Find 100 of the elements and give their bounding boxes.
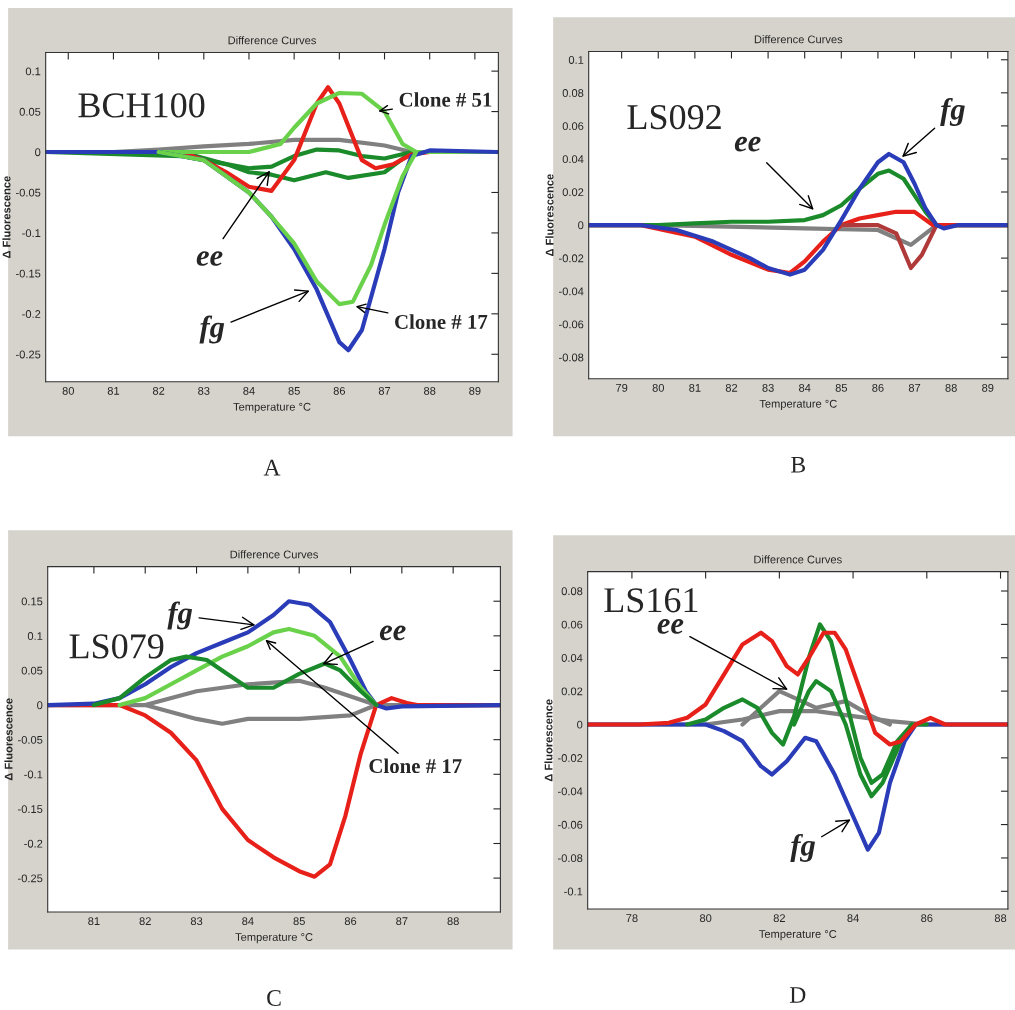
x-axis-title: Temperature °C xyxy=(759,930,837,941)
annotation: LS161 xyxy=(604,588,698,613)
y-tick-label: 0.1 xyxy=(25,67,41,76)
y-tick-label: 0 xyxy=(577,720,583,729)
chart-title: Difference Curves xyxy=(754,35,843,44)
y-tick-label: -0.06 xyxy=(559,320,584,329)
x-tick-label: 80 xyxy=(699,914,712,923)
x-tick-label: 82 xyxy=(773,914,785,923)
annotation: fg xyxy=(167,601,193,630)
x-tick-label: 81 xyxy=(689,383,701,392)
text: B xyxy=(791,456,806,473)
x-tick-label: 88 xyxy=(447,917,459,926)
y-tick-label: -0.02 xyxy=(559,254,584,263)
y-tick-label: 0.02 xyxy=(561,687,583,696)
y-tick-label: -0.02 xyxy=(557,754,583,762)
x-tick-label: 81 xyxy=(88,917,100,926)
y-tick-label: -0.05 xyxy=(15,188,41,197)
y-tick-label: -0.04 xyxy=(559,287,584,296)
x-tick-label: 86 xyxy=(333,386,346,395)
x-tick-label: 87 xyxy=(396,917,408,926)
y-tick-label: 0.06 xyxy=(562,122,584,131)
y-tick-label: -0.05 xyxy=(18,735,43,744)
y-tick-label: 0.02 xyxy=(562,188,584,197)
y-tick-label: 0.05 xyxy=(21,666,43,675)
y-tick-label: -0.1 xyxy=(24,770,43,779)
text: A xyxy=(263,459,281,476)
y-tick-label: -0.25 xyxy=(15,350,41,359)
x-tick-label: 87 xyxy=(378,386,391,395)
annotation: BCH100 xyxy=(78,93,205,118)
y-tick-label: -0.2 xyxy=(22,310,41,318)
annotation: Clone # 17 xyxy=(369,758,462,774)
y-axis-title: Δ Fluorescence xyxy=(544,699,553,782)
x-tick-label: 86 xyxy=(921,914,933,923)
chart-title: Difference Curves xyxy=(754,555,842,564)
chart-title: Difference Curves xyxy=(228,36,316,45)
annotation: fg xyxy=(940,97,965,126)
y-tick-label: -0.1 xyxy=(22,229,41,238)
y-tick-label: -0.1 xyxy=(564,887,583,896)
y-tick-label: -0.25 xyxy=(18,874,43,883)
x-tick-label: 88 xyxy=(945,383,957,392)
y-tick-label: 0 xyxy=(35,148,41,157)
annotation: fg xyxy=(199,315,225,344)
y-tick-label: 0.04 xyxy=(562,155,584,164)
x-tick-label: 84 xyxy=(242,917,254,926)
x-tick-label: 84 xyxy=(847,914,859,923)
annotation: LS079 xyxy=(69,634,164,659)
text: D xyxy=(789,987,806,1003)
x-tick-label: 86 xyxy=(344,917,357,926)
annotation: Clone # 17 xyxy=(395,314,488,329)
x-tick-label: 85 xyxy=(288,386,300,395)
y-tick-label: -0.08 xyxy=(559,353,584,362)
x-tick-label: 80 xyxy=(62,386,75,395)
y-tick-label: -0.08 xyxy=(557,854,583,863)
x-tick-label: 82 xyxy=(152,386,165,395)
x-axis-title: Temperature °C xyxy=(233,402,311,413)
x-tick-label: 83 xyxy=(762,383,774,392)
x-tick-label: 82 xyxy=(139,917,151,926)
y-tick-label: 0 xyxy=(37,701,43,710)
y-axis-title: Δ Fluorescence xyxy=(2,176,11,259)
x-tick-label: 82 xyxy=(725,383,738,392)
annotation: ee xyxy=(734,136,761,152)
x-tick-label: 80 xyxy=(652,383,665,392)
y-tick-label: 0.1 xyxy=(568,56,584,64)
x-tick-label: 78 xyxy=(626,914,638,923)
y-axis-title: Δ Fluorescence xyxy=(545,174,554,257)
y-tick-label: 0.05 xyxy=(19,107,41,116)
x-tick-label: 81 xyxy=(107,386,120,395)
x-tick-label: 86 xyxy=(872,383,884,392)
y-tick-label: 0.04 xyxy=(561,654,583,662)
annotation: ee xyxy=(657,619,684,634)
x-tick-label: 89 xyxy=(982,383,994,392)
x-tick-label: 83 xyxy=(198,386,210,395)
annotation: fg xyxy=(790,833,815,862)
annotation: ee xyxy=(379,625,406,641)
y-tick-label: -0.06 xyxy=(557,820,583,829)
y-tick-label: 0 xyxy=(578,221,584,230)
x-tick-label: 89 xyxy=(469,386,481,395)
y-tick-label: 0.15 xyxy=(21,597,43,606)
x-axis-title: Temperature °C xyxy=(235,933,313,944)
y-tick-label: 0.1 xyxy=(27,632,43,640)
x-tick-label: 83 xyxy=(190,917,203,926)
x-tick-label: 84 xyxy=(243,386,255,395)
text: C xyxy=(267,990,281,1006)
x-axis-title: Temperature °C xyxy=(759,399,837,410)
annotation: ee xyxy=(196,251,223,266)
x-tick-label: 85 xyxy=(835,383,848,392)
y-tick-label: -0.15 xyxy=(18,805,43,814)
x-tick-label: 88 xyxy=(994,914,1007,923)
y-tick-label: -0.15 xyxy=(15,269,41,278)
y-tick-label: 0.06 xyxy=(561,620,583,629)
x-tick-label: 84 xyxy=(799,383,811,392)
y-tick-label: 0.08 xyxy=(562,89,584,97)
annotation: LS092 xyxy=(627,104,721,130)
x-tick-label: 85 xyxy=(293,917,305,926)
y-tick-label: -0.04 xyxy=(557,787,583,796)
y-tick-label: 0.08 xyxy=(561,587,583,596)
x-tick-label: 88 xyxy=(424,386,436,395)
chart-title: Difference Curves xyxy=(230,550,319,559)
y-tick-label: -0.2 xyxy=(24,839,43,848)
x-tick-label: 87 xyxy=(908,383,921,392)
